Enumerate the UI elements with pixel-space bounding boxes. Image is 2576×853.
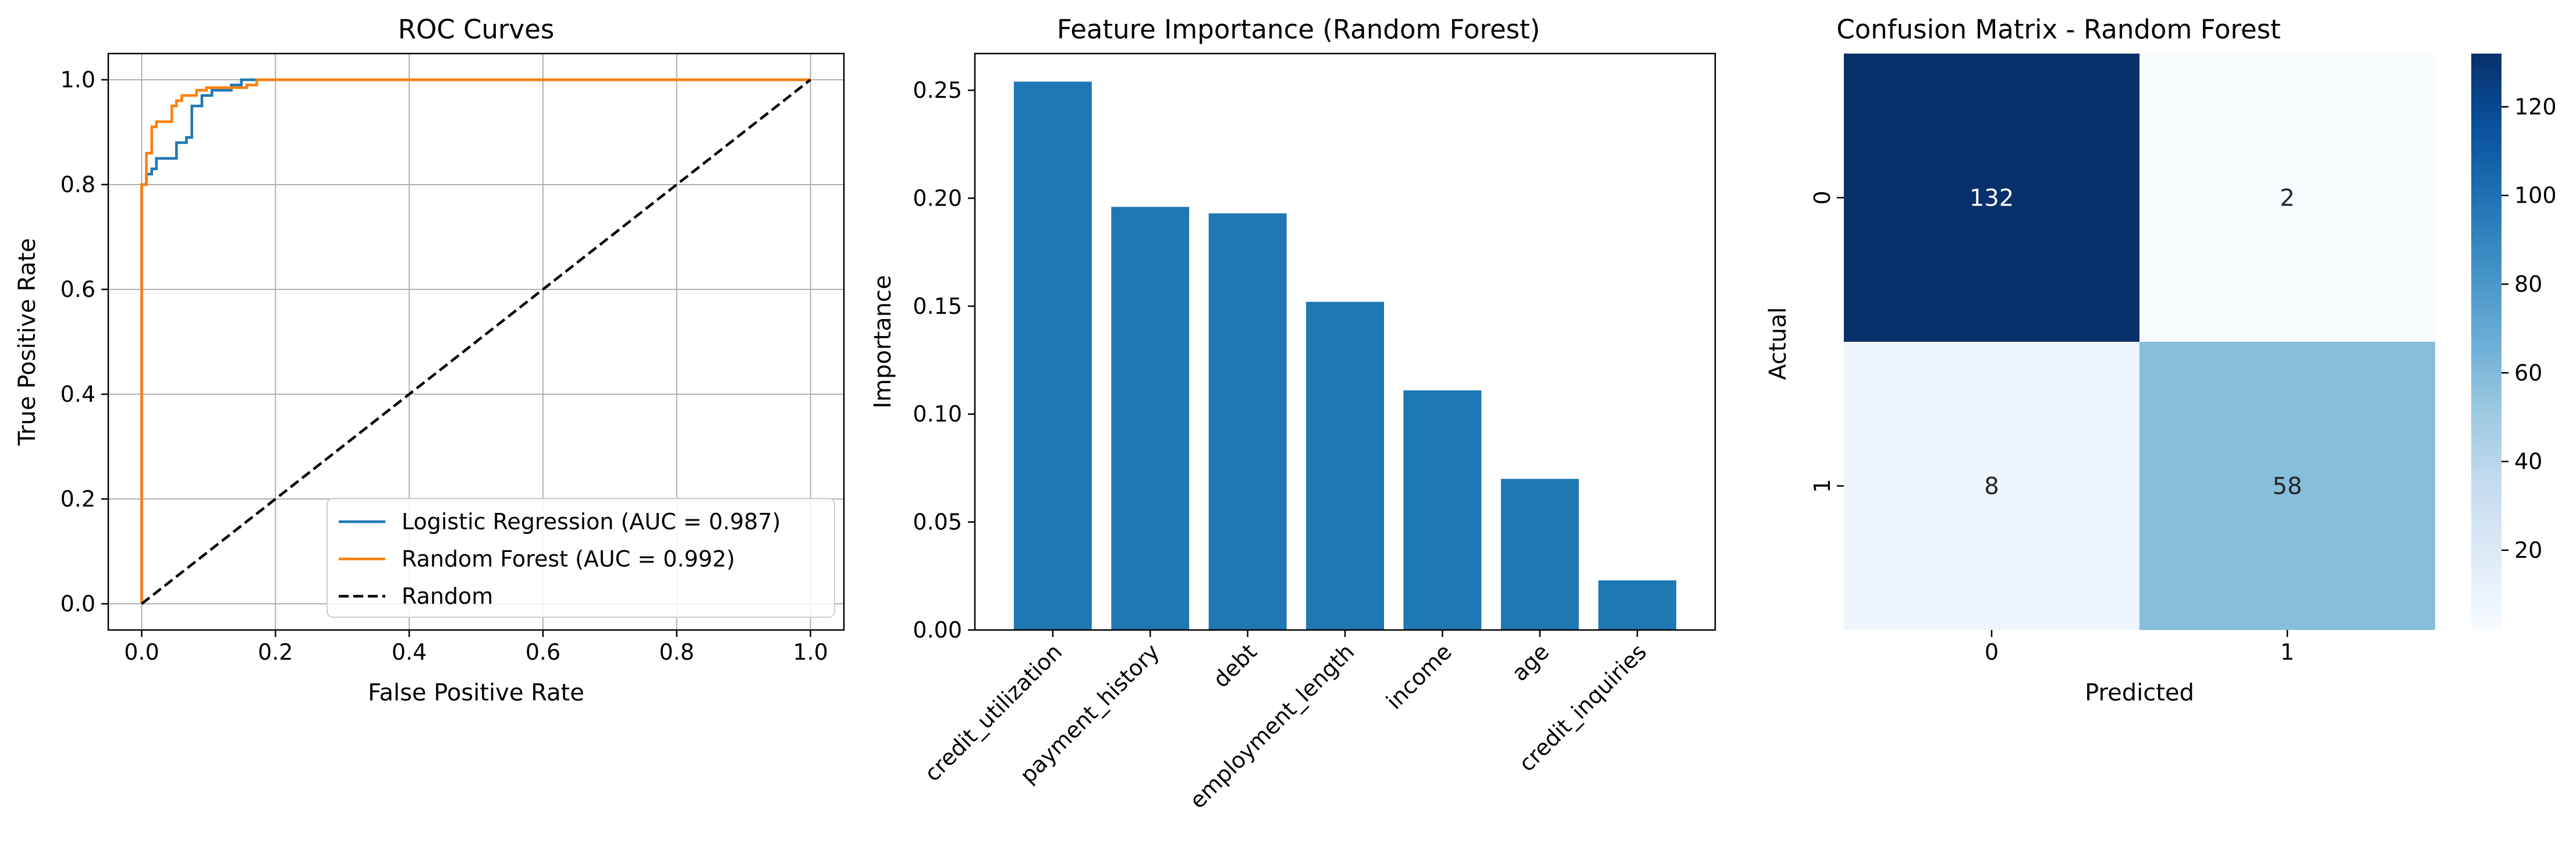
roc-legend-label-2: Random (402, 583, 493, 609)
roc-x-tick-label: 0.0 (124, 639, 159, 665)
roc-curves-panel: ROC Curves 0.0 0.2 0.4 0.6 0.8 1.0 0.00.20.40… (14, 14, 845, 706)
roc-y-tick-label: 0.6 (61, 277, 95, 302)
roc-y-ticks: 0.0 0.2 0.4 0.6 0.8 1.0 (61, 67, 108, 617)
cm-colorbar-tick-label: 40 (2514, 449, 2542, 475)
roc-x-tick-label: 1.0 (793, 639, 828, 665)
roc-series-group (140, 78, 811, 605)
confusion-matrix-panel: Confusion Matrix - Random Forest 132 2 8 58… (1765, 14, 2557, 706)
fi-y-tick-label: 0.25 (913, 77, 962, 103)
roc-y-tick-label: 0.0 (61, 591, 95, 617)
cm-colorbar-tick-label: 60 (2514, 360, 2542, 385)
roc-series-line-2 (141, 79, 811, 605)
roc-legend-label-1: Random Forest (AUC = 0.992) (402, 546, 735, 572)
cm-colorbar-tick-label: 120 (2514, 94, 2557, 119)
roc-x-tick-label: 0.8 (659, 639, 694, 665)
fi-bar-employment_length (1306, 302, 1384, 630)
cm-cell-1-1 (2139, 342, 2435, 630)
fi-y-tick-label: 0.00 (913, 617, 962, 643)
cm-cell-1-0 (1844, 342, 2139, 630)
cm-colorbar: 20 40 60 80 100 120 (2471, 54, 2557, 630)
roc-series-line-1 (140, 78, 811, 604)
roc-y-label: True Positive Rate (14, 238, 41, 446)
fi-bar-age (1500, 479, 1579, 630)
cm-title: Confusion Matrix - Random Forest (1836, 14, 2280, 45)
cm-colorbar-tick-label: 20 (2514, 537, 2542, 563)
fi-bar-credit_inquiries (1598, 580, 1677, 630)
cm-cell-value: 132 (1970, 185, 2014, 212)
roc-y-tick-label: 0.8 (61, 172, 95, 197)
roc-axes-frame (107, 52, 845, 631)
fi-bar-income (1403, 390, 1482, 630)
cm-y-ticks: 01 (1809, 190, 1844, 493)
fi-y-ticks: 0.00 0.05 0.10 0.15 0.20 0.25 (913, 77, 975, 643)
roc-x-ticks: 0.0 0.2 0.4 0.6 0.8 1.0 (124, 630, 828, 665)
cm-colorbar-tick-label: 100 (2514, 183, 2557, 208)
roc-legend-label-0: Logistic Regression (AUC = 0.987) (402, 509, 780, 535)
cm-y-label: Actual (1765, 307, 1791, 380)
roc-x-tick-label: 0.2 (258, 639, 293, 665)
roc-legend-box (327, 498, 835, 618)
fi-y-tick-label: 0.15 (913, 293, 962, 319)
cm-colorbar-tick-label: 80 (2514, 271, 2542, 297)
cm-colorbar-gradient (2471, 54, 2502, 630)
cm-cells-group: 132 2 8 58 (1844, 54, 2435, 630)
roc-y-tick-label: 1.0 (61, 67, 95, 93)
roc-y-tick-label: 0.4 (61, 381, 95, 407)
cm-y-tick-label: 0 (1809, 190, 1835, 204)
cm-cell-0-1 (2139, 54, 2435, 342)
cm-colorbar-ticks: 20 40 60 80 100 120 (2502, 94, 2557, 563)
cm-x-tick-label: 1 (2280, 639, 2294, 665)
roc-x-tick-label: 0.6 (526, 639, 560, 665)
roc-title: ROC Curves (398, 14, 555, 45)
roc-x-tick-label: 0.4 (392, 639, 427, 665)
cm-cell-0-0 (1844, 54, 2139, 342)
fi-title: Feature Importance (Random Forest) (1057, 14, 1540, 45)
fi-y-tick-label: 0.05 (913, 509, 962, 535)
cm-y-tick-label: 1 (1809, 479, 1835, 493)
cm-cell-value: 58 (2273, 473, 2302, 500)
fi-bar-debt (1208, 213, 1287, 630)
cm-x-tick-label: 0 (1985, 639, 1999, 665)
fi-y-tick-label: 0.10 (913, 401, 962, 427)
fi-bar-payment_history (1111, 207, 1190, 630)
roc-x-label: False Positive Rate (368, 679, 584, 706)
fi-bars-group (1013, 82, 1677, 630)
cm-cell-value: 2 (2280, 185, 2294, 212)
cm-cell-value: 8 (1984, 473, 1999, 500)
fi-bar-credit_utilization (1013, 82, 1092, 630)
fi-y-label: Importance (870, 275, 896, 408)
fi-y-tick-label: 0.20 (913, 185, 962, 211)
roc-y-tick-label: 0.2 (61, 486, 95, 512)
cm-x-label: Predicted (2085, 679, 2194, 706)
roc-legend: Logistic Regression (AUC = 0.987) Random … (327, 498, 835, 618)
